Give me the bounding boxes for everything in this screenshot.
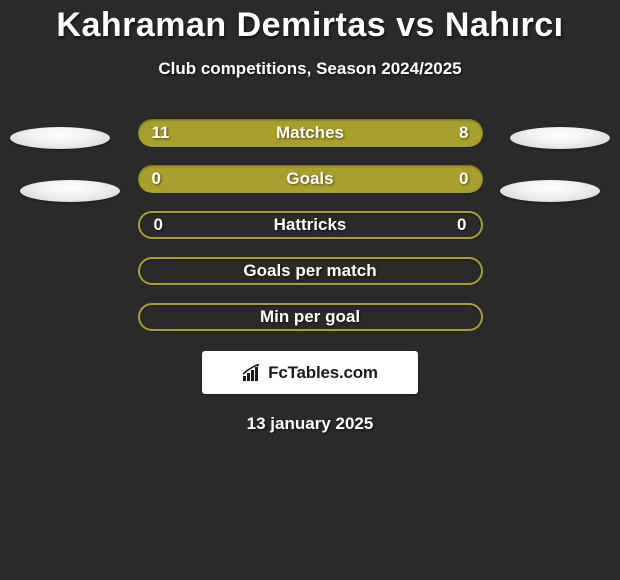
stats-rows: 11 Matches 8 0 Goals 0 0 Hattricks 0 Goa… bbox=[0, 119, 620, 331]
subtitle: Club competitions, Season 2024/2025 bbox=[0, 59, 620, 79]
stat-right-value: 0 bbox=[459, 169, 468, 189]
stat-bar-goals: 0 Goals 0 bbox=[138, 165, 483, 193]
stat-bar-min-per-goal: Min per goal bbox=[138, 303, 483, 331]
source-logo: FcTables.com bbox=[202, 351, 418, 394]
stat-right-value: 0 bbox=[457, 215, 466, 235]
stat-bar-goals-per-match: Goals per match bbox=[138, 257, 483, 285]
stat-row: 11 Matches 8 bbox=[0, 119, 620, 147]
stat-row: 0 Hattricks 0 bbox=[0, 211, 620, 239]
comparison-infographic: Kahraman Demirtas vs Nahırcı Club compet… bbox=[0, 0, 620, 580]
stat-right-value: 8 bbox=[459, 123, 468, 143]
stat-bar-hattricks: 0 Hattricks 0 bbox=[138, 211, 483, 239]
stat-row: Goals per match bbox=[0, 257, 620, 285]
stat-label: Hattricks bbox=[274, 215, 347, 235]
stat-label: Goals per match bbox=[243, 261, 376, 281]
page-title: Kahraman Demirtas vs Nahırcı bbox=[0, 6, 620, 45]
stat-label: Goals bbox=[286, 169, 333, 189]
stat-label: Min per goal bbox=[260, 307, 360, 327]
stat-left-value: 0 bbox=[154, 215, 163, 235]
stat-row: 0 Goals 0 bbox=[0, 165, 620, 193]
stat-left-value: 11 bbox=[152, 123, 170, 143]
date-label: 13 january 2025 bbox=[0, 414, 620, 434]
stat-row: Min per goal bbox=[0, 303, 620, 331]
stat-bar-matches: 11 Matches 8 bbox=[138, 119, 483, 147]
chart-icon bbox=[242, 364, 264, 382]
stat-label: Matches bbox=[276, 123, 344, 143]
logo-text: FcTables.com bbox=[268, 363, 378, 383]
stat-left-value: 0 bbox=[152, 169, 161, 189]
